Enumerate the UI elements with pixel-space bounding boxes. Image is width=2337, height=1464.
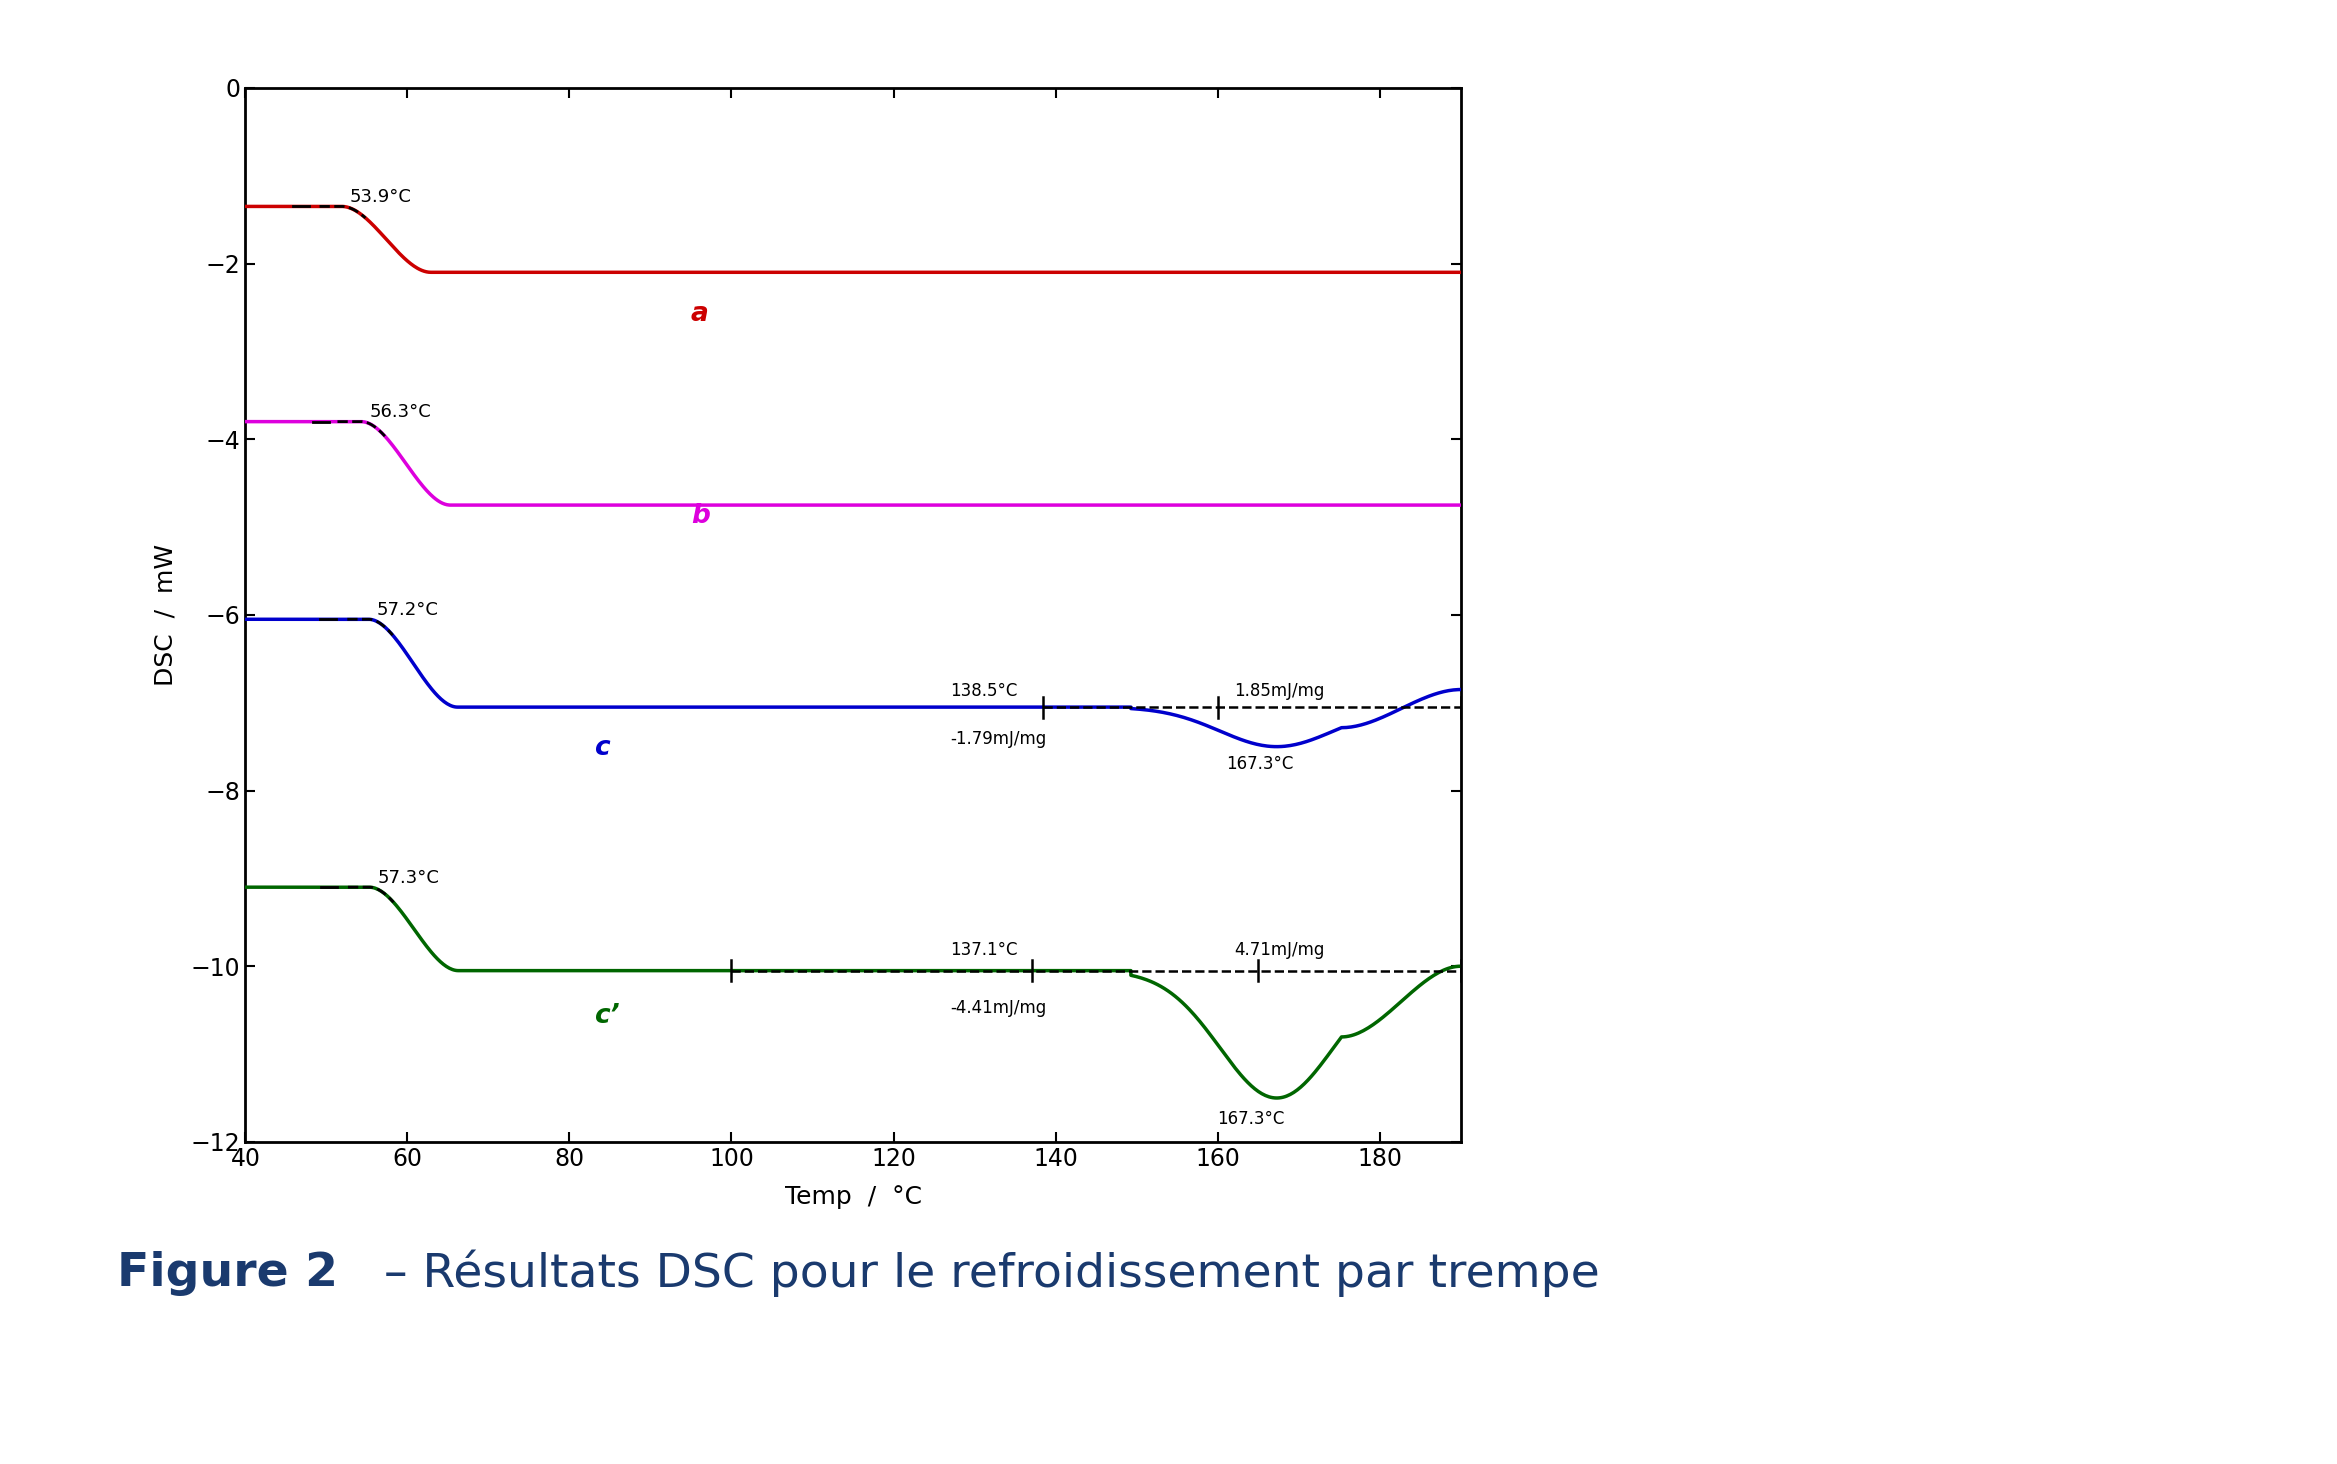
Text: -4.41mJ/mg: -4.41mJ/mg bbox=[951, 998, 1047, 1017]
Text: c: c bbox=[594, 735, 610, 761]
Y-axis label: DSC  /  mW: DSC / mW bbox=[152, 543, 178, 687]
Text: 167.3°C: 167.3°C bbox=[1218, 1110, 1285, 1129]
Text: 56.3°C: 56.3°C bbox=[369, 403, 430, 422]
Text: 1.85mJ/mg: 1.85mJ/mg bbox=[1234, 682, 1325, 700]
Text: 53.9°C: 53.9°C bbox=[351, 187, 411, 206]
X-axis label: Temp  /  °C: Temp / °C bbox=[785, 1184, 921, 1209]
Text: 138.5°C: 138.5°C bbox=[951, 682, 1017, 700]
Text: 4.71mJ/mg: 4.71mJ/mg bbox=[1234, 941, 1325, 959]
Text: – Résultats DSC pour le refroidissement par trempe: – Résultats DSC pour le refroidissement … bbox=[369, 1250, 1601, 1297]
Text: 57.3°C: 57.3°C bbox=[379, 868, 439, 887]
Text: Figure 2: Figure 2 bbox=[117, 1252, 339, 1296]
Text: b: b bbox=[692, 502, 710, 529]
Text: a: a bbox=[692, 300, 708, 326]
Text: -1.79mJ/mg: -1.79mJ/mg bbox=[951, 731, 1047, 748]
Text: c’: c’ bbox=[594, 1003, 619, 1029]
Text: 137.1°C: 137.1°C bbox=[951, 941, 1017, 959]
Text: 167.3°C: 167.3°C bbox=[1225, 754, 1292, 773]
Text: 57.2°C: 57.2°C bbox=[376, 600, 439, 619]
